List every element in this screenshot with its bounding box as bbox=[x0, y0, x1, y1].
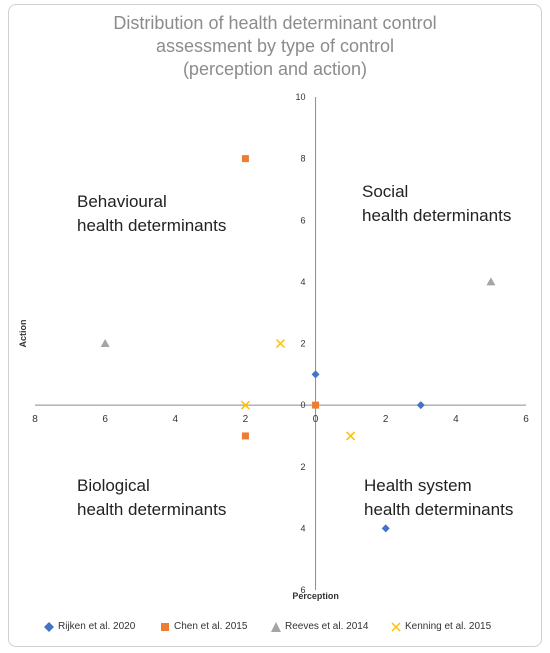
data-point bbox=[275, 338, 286, 349]
y-tick-label: 4 bbox=[301, 277, 306, 287]
y-tick-label: 0 bbox=[301, 400, 306, 410]
diamond-marker-icon bbox=[44, 621, 54, 632]
square-marker-icon bbox=[161, 622, 169, 631]
legend-label: Chen et al. 2015 bbox=[174, 621, 248, 632]
legend-label: Reeves et al. 2014 bbox=[285, 621, 369, 632]
x-tick-label: 2 bbox=[383, 414, 389, 425]
chart-frame bbox=[8, 4, 542, 647]
legend-label: Kenning et al. 2015 bbox=[405, 621, 492, 632]
data-point bbox=[312, 401, 320, 409]
chart-title: Distribution of health determinant contr… bbox=[113, 13, 437, 79]
x-tick-label: 6 bbox=[102, 414, 108, 425]
data-point bbox=[241, 432, 249, 440]
data-point bbox=[346, 431, 356, 441]
y-tick-label: 2 bbox=[301, 339, 306, 349]
data-point bbox=[100, 339, 110, 347]
x-tick-label: 2 bbox=[243, 414, 249, 425]
legend: Rijken et al. 2020 Chen et al. 2015 Reev… bbox=[0, 621, 550, 637]
x-axis-label: Perception bbox=[292, 591, 339, 601]
data-point bbox=[486, 277, 496, 286]
legend-item-reeves: Reeves et al. 2014 bbox=[271, 621, 368, 632]
y-tick-label: 10 bbox=[296, 92, 306, 102]
x-tick-label: 4 bbox=[453, 414, 459, 425]
x-tick-label: 4 bbox=[173, 414, 179, 425]
annotation-behavioural: Behavioural health determinants bbox=[77, 192, 227, 235]
y-tick-label: 8 bbox=[301, 154, 306, 164]
x-tick-label: 8 bbox=[32, 414, 38, 425]
legend-label: Rijken et al. 2020 bbox=[58, 621, 136, 632]
annotation-biological: Biological health determinants bbox=[77, 476, 227, 519]
annotation-social: Social health determinants bbox=[362, 182, 512, 225]
x-marker-icon bbox=[391, 621, 401, 632]
data-point bbox=[311, 370, 320, 379]
data-point bbox=[416, 401, 425, 410]
legend-item-rijken: Rijken et al. 2020 bbox=[44, 621, 135, 632]
legend-item-chen: Chen et al. 2015 bbox=[160, 621, 247, 632]
y-tick-label: 2 bbox=[301, 462, 306, 472]
y-axis-label: Action bbox=[18, 320, 28, 348]
annotation-health-system: Health system health determinants bbox=[364, 476, 514, 519]
data-point bbox=[240, 400, 250, 410]
y-tick-label: 4 bbox=[301, 523, 306, 533]
triangle-marker-icon bbox=[271, 621, 281, 632]
y-tick-label: 6 bbox=[301, 215, 306, 225]
data-point bbox=[241, 155, 249, 163]
x-tick-label: 0 bbox=[313, 414, 319, 425]
legend-item-kenning: Kenning et al. 2015 bbox=[391, 621, 491, 632]
y-tick-label: 6 bbox=[301, 585, 306, 595]
x-tick-label: 6 bbox=[523, 414, 529, 425]
data-point bbox=[381, 524, 390, 533]
